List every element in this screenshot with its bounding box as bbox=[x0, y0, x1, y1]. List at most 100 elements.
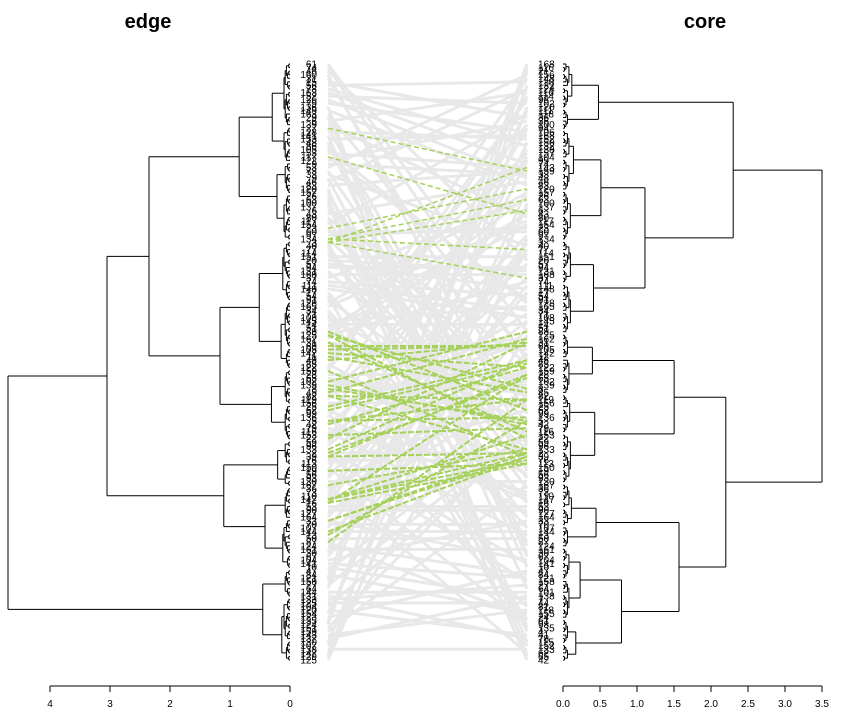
right-leaf-label: 120 bbox=[538, 184, 555, 195]
left-leaf-label: 120 bbox=[300, 606, 317, 617]
right-leaf-label: 143 bbox=[538, 163, 555, 174]
connector-line bbox=[327, 594, 528, 641]
connector-line bbox=[326, 63, 529, 590]
right-leaf-label: 136 bbox=[538, 413, 555, 424]
left-leaf-label: 10 bbox=[306, 563, 318, 574]
matched-connector-line bbox=[327, 398, 528, 422]
matched-connector-line bbox=[327, 330, 528, 383]
right-leaf-label: 62 bbox=[538, 406, 550, 417]
left-leaf-label: 52 bbox=[306, 92, 318, 103]
left-leaf-label: 135 bbox=[300, 616, 317, 627]
right-leaf-label: 43 bbox=[538, 209, 550, 220]
right-leaf-label: 24 bbox=[538, 613, 550, 624]
connector-line bbox=[326, 141, 529, 583]
left-leaf-label: 154 bbox=[300, 609, 317, 620]
left-leaf-label: 158 bbox=[300, 577, 317, 588]
matched-connector-line bbox=[327, 459, 528, 501]
connector-line bbox=[327, 434, 528, 608]
left-leaf-label: 84 bbox=[306, 570, 318, 581]
right-leaf-label: 141 bbox=[538, 559, 555, 570]
right-leaf-label: 118 bbox=[538, 606, 554, 617]
right-leaf-label: 157 bbox=[538, 188, 555, 199]
right-leaf-label: 97 bbox=[538, 231, 550, 242]
right-leaf-label: 74 bbox=[538, 277, 550, 288]
left-leaf-label: 126 bbox=[300, 95, 317, 106]
left-leaf-label: 71 bbox=[306, 309, 318, 320]
right-leaf-label: 100 bbox=[538, 199, 555, 210]
left-leaf-label: 130 bbox=[300, 638, 317, 649]
connector-line bbox=[327, 73, 528, 169]
connector-line bbox=[327, 91, 528, 123]
right-leaf-label: 2 bbox=[538, 449, 544, 460]
right-leaf-label: 102 bbox=[538, 377, 555, 388]
right-leaf-label: 118 bbox=[538, 109, 554, 120]
right-leaf-label: 48 bbox=[538, 356, 550, 367]
right-leaf-label: 37 bbox=[538, 274, 550, 285]
left-leaf-label: 125 bbox=[300, 598, 317, 609]
right-leaf-label: 33 bbox=[538, 516, 550, 527]
left-leaf-label: 164 bbox=[300, 513, 317, 524]
matched-connector-line bbox=[327, 359, 528, 408]
right-leaf-label: 168 bbox=[538, 131, 555, 142]
right-leaf-label: 17 bbox=[538, 288, 550, 299]
left-leaf-label: 108 bbox=[300, 313, 317, 324]
right-leaf-label: 156 bbox=[538, 70, 555, 81]
right-leaf-label: 64 bbox=[538, 584, 550, 595]
connector-line bbox=[326, 127, 529, 472]
right-leaf-label: 164 bbox=[538, 513, 555, 524]
left-leaf-label: 79 bbox=[306, 424, 318, 435]
right-axis-tick-label: 1.0 bbox=[630, 699, 644, 710]
left-leaf-label: 3 bbox=[311, 238, 317, 249]
right-leaf-label: 23 bbox=[538, 224, 550, 235]
right-leaf-label: 83 bbox=[538, 181, 550, 192]
left-leaf-label: 139 bbox=[300, 381, 317, 392]
right-axis-tick-label: 3.0 bbox=[778, 699, 792, 710]
left-axis-tick-label: 2 bbox=[167, 699, 173, 710]
left-leaf-label: 141 bbox=[300, 131, 317, 142]
right-leaf-label: 156 bbox=[538, 399, 555, 410]
right-leaf-label: 67 bbox=[538, 552, 550, 563]
left-leaf-label: 141 bbox=[300, 559, 317, 570]
right-leaf-label: 11 bbox=[538, 352, 549, 363]
left-leaf-label: 74 bbox=[306, 63, 318, 74]
right-leaf-label: 57 bbox=[538, 259, 550, 270]
left-leaf-label: 63 bbox=[306, 195, 318, 206]
left-leaf-label: 30 bbox=[306, 548, 318, 559]
left-leaf-label: 19 bbox=[306, 466, 318, 477]
right-leaf-label: 65 bbox=[538, 374, 550, 385]
right-leaf-label: 153 bbox=[538, 431, 555, 442]
right-leaf-label: 147 bbox=[538, 495, 555, 506]
left-dendrogram-title: edge bbox=[125, 11, 172, 33]
left-leaf-label: 37 bbox=[306, 274, 318, 285]
left-leaf-label: 91 bbox=[306, 295, 318, 306]
matched-connector-line bbox=[327, 366, 528, 426]
right-leaf-label: 44 bbox=[538, 598, 550, 609]
right-axis-tick-label: 2.0 bbox=[704, 699, 718, 710]
left-axis-tick-label: 0 bbox=[287, 699, 293, 710]
right-leaf-label: 155 bbox=[538, 609, 555, 620]
left-leaf-label: 149 bbox=[300, 106, 317, 117]
right-leaf-label: 161 bbox=[538, 545, 555, 556]
connector-line bbox=[326, 77, 529, 369]
left-leaf-labels: 6174461603115567816352126791361491632961… bbox=[300, 60, 317, 667]
left-leaf-label: 82 bbox=[306, 391, 318, 402]
right-leaf-label: 154 bbox=[538, 220, 555, 231]
right-leaf-label: 101 bbox=[538, 588, 555, 599]
left-leaf-label: 133 bbox=[300, 445, 317, 456]
left-leaf-label: 122 bbox=[300, 156, 317, 167]
right-leaf-label: 42 bbox=[538, 656, 550, 667]
right-leaf-label: 159 bbox=[538, 167, 555, 178]
left-leaf-label: 139 bbox=[300, 120, 317, 131]
left-leaf-label: 50 bbox=[306, 534, 318, 545]
left-leaf-label: 48 bbox=[306, 138, 318, 149]
right-leaf-label: 77 bbox=[538, 245, 550, 256]
left-leaf-label: 147 bbox=[300, 495, 317, 506]
left-leaf-label: 121 bbox=[300, 573, 317, 584]
left-leaf-label: 120 bbox=[300, 184, 317, 195]
right-leaf-label: 150 bbox=[538, 463, 555, 474]
left-leaf-label: 143 bbox=[300, 631, 317, 642]
left-leaf-label: 96 bbox=[306, 441, 318, 452]
right-leaf-label: 168 bbox=[538, 60, 555, 71]
right-leaf-label: 105 bbox=[538, 345, 555, 356]
left-leaf-label: 11 bbox=[307, 352, 318, 363]
